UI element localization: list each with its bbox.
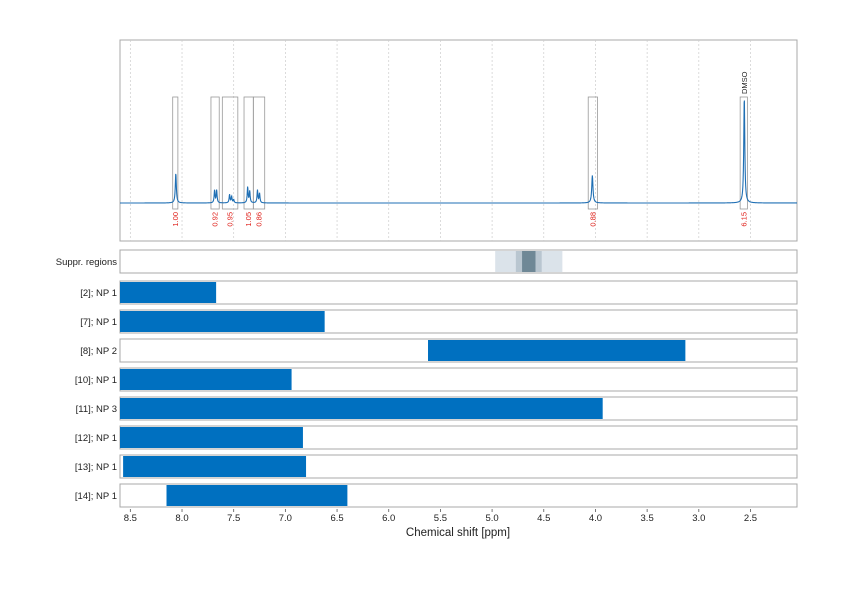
range-bar-1	[120, 311, 325, 332]
x-tick-label-6: 5.5	[434, 513, 447, 524]
integral-label-2: 0.95	[226, 212, 235, 227]
integral-label-0: 1.00	[171, 212, 180, 227]
range-row-label-6: [13]; NP 1	[75, 462, 117, 473]
integral-box-4	[252, 96, 266, 210]
x-axis: 8.5 8.0 7.5 7.0 6.5 6.0 5.5 5.0 4.5 4.0 3.5 3.0 2.5	[124, 509, 757, 524]
integral-box-5	[587, 96, 598, 210]
spectrum-line	[120, 100, 797, 204]
x-tick-label-1: 8.0	[175, 513, 188, 524]
suppression-row-frame	[119, 249, 798, 274]
range-bar-5	[120, 427, 303, 448]
range-row-label-4: [11]; NP 3	[76, 404, 117, 415]
x-tick-label-10: 3.5	[641, 513, 654, 524]
integral-label-4: 0.86	[255, 212, 264, 227]
x-tick-label-12: 2.5	[744, 513, 757, 524]
spectrum-frame	[119, 39, 798, 242]
range-row-label-3: [10]; NP 1	[75, 375, 117, 386]
x-axis-label: Chemical shift [ppm]	[406, 527, 510, 539]
range-bar-2	[428, 340, 686, 361]
integral-box-1	[210, 96, 220, 210]
peak-annotation-dmso: DMSO	[740, 71, 749, 94]
range-bar-3	[120, 369, 292, 390]
x-tick-label-11: 3.0	[692, 513, 705, 524]
range-bar-4	[120, 398, 603, 419]
range-row-label-5: [12]; NP 1	[75, 433, 117, 444]
integral-box-6	[739, 96, 748, 210]
x-tick-label-9: 4.0	[589, 513, 602, 524]
x-tick-label-5: 6.0	[382, 513, 395, 524]
spectrum-panel: 1.00 0.92 0.95 1.05 0.86 0.88 6.15 DMSO	[119, 39, 798, 242]
x-tick-label-7: 5.0	[485, 513, 498, 524]
x-tick-label-0: 8.5	[124, 513, 137, 524]
x-tick-label-2: 7.5	[227, 513, 240, 524]
x-tick-label-3: 7.0	[279, 513, 292, 524]
range-row-label-0: [2]; NP 1	[80, 288, 117, 299]
integral-label-6: 6.15	[739, 212, 748, 227]
integral-label-1: 0.92	[211, 212, 220, 227]
integral-label-5: 0.88	[588, 212, 597, 227]
range-row-label-1: [7]; NP 1	[80, 317, 117, 328]
integral-label-3: 1.05	[244, 212, 253, 227]
x-tick-label-8: 4.5	[537, 513, 550, 524]
range-row-label-7: [14]; NP 1	[75, 491, 117, 502]
integral-box-2	[221, 96, 239, 210]
range-bar-7	[166, 485, 348, 506]
range-bar-6	[123, 456, 307, 477]
x-tick-label-4: 6.5	[330, 513, 343, 524]
suppression-panel: Suppr. regions	[56, 249, 798, 274]
range-row-label-2: [8]; NP 2	[80, 346, 117, 357]
suppression-region-2	[522, 251, 536, 272]
suppression-row-label: Suppr. regions	[56, 257, 118, 268]
range-rows-panel: [2]; NP 1 [7]; NP 1 [8]; NP 2 [10]; NP 1 [11…	[75, 280, 798, 508]
range-row-frame-0	[119, 280, 798, 305]
integral-box-0	[172, 96, 179, 210]
range-bar-0	[120, 282, 217, 303]
